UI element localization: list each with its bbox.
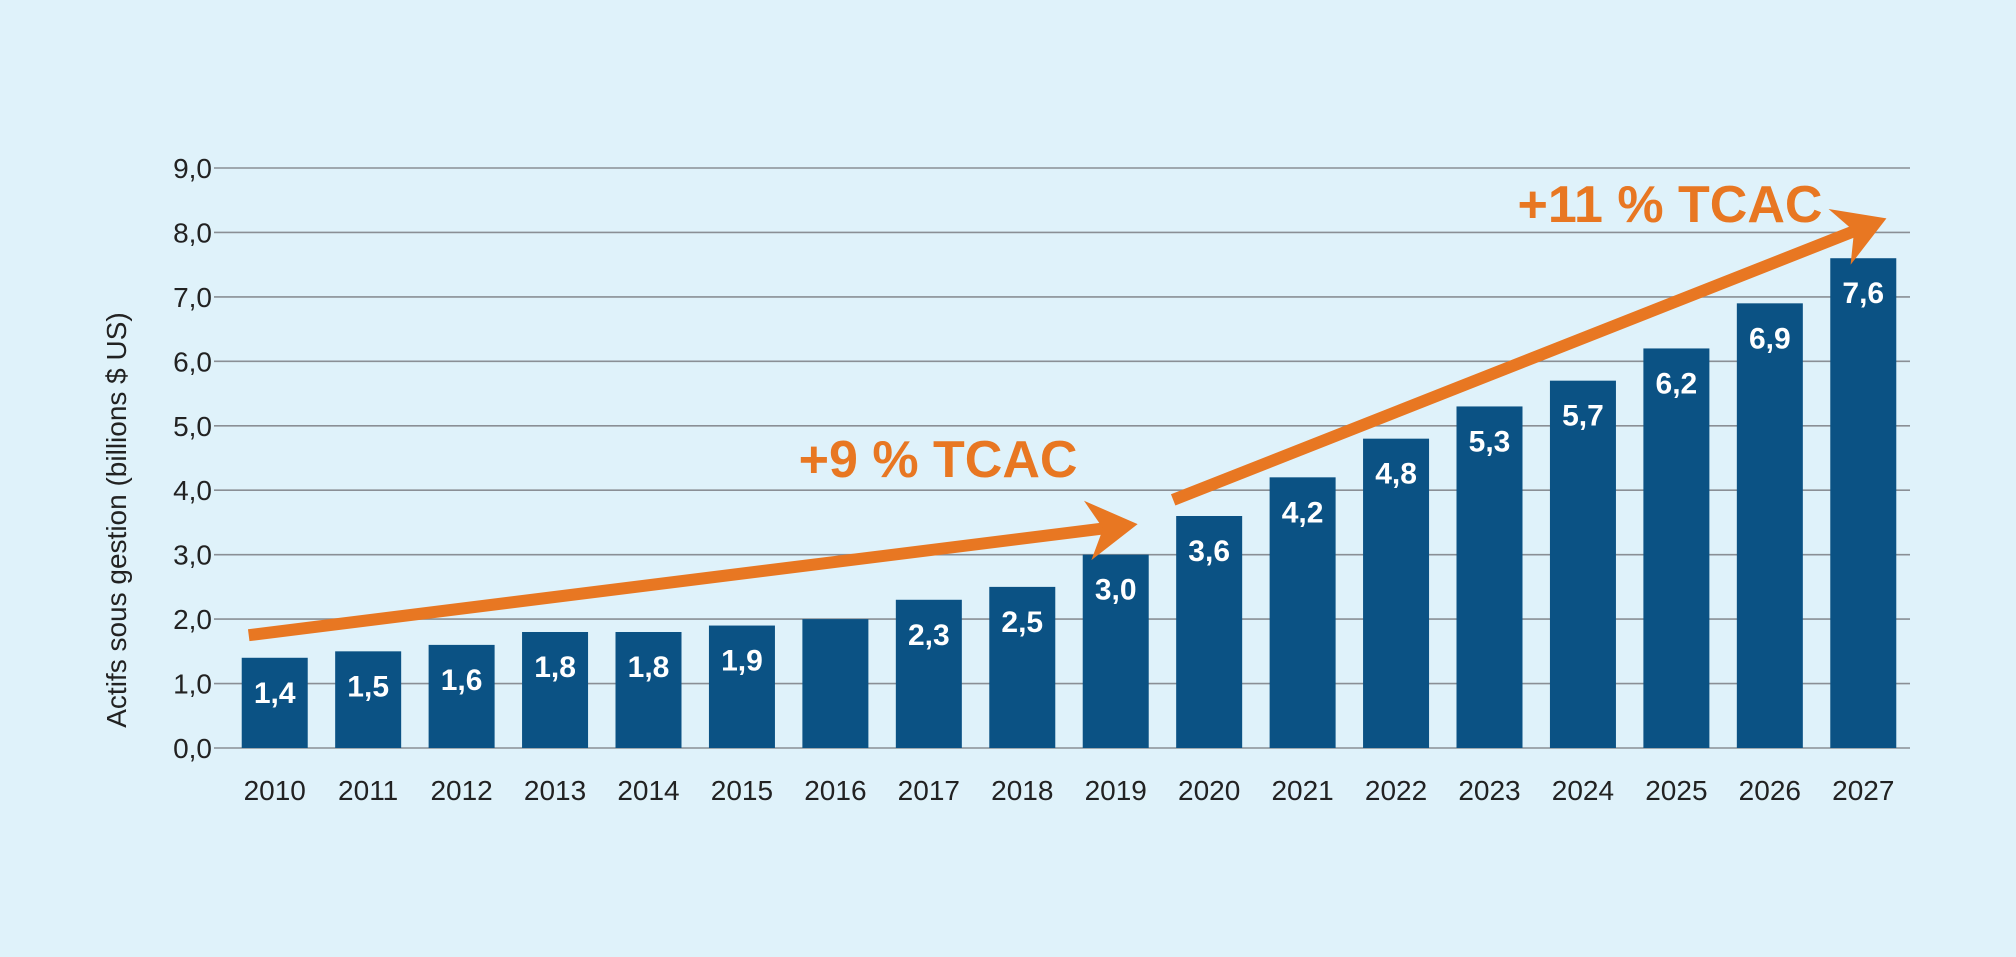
bar-value-label: 1,5 <box>347 670 389 703</box>
y-tick-label: 3,0 <box>173 540 212 571</box>
bar-value-label: 1,4 <box>254 677 296 710</box>
bar <box>522 632 589 748</box>
bar <box>615 632 682 748</box>
bar <box>1363 438 1430 748</box>
y-tick-label: 7,0 <box>173 282 212 313</box>
x-tick-label: 2026 <box>1739 775 1801 806</box>
bar-value-label: 4,2 <box>1282 496 1324 529</box>
x-axis-ticks: 2010 2011 2012 2013 2014 2015 2016 2017 2018 2019… <box>244 775 1895 806</box>
x-tick-label: 2021 <box>1271 775 1333 806</box>
x-tick-label: 2019 <box>1085 775 1147 806</box>
y-tick-label: 6,0 <box>173 346 212 377</box>
cagr-annotations: +9 % TCAC +11 % TCAC <box>247 176 1887 642</box>
data-labels: 1,4 1,5 1,6 1,8 1,8 1,9 2,3 2,5 3,0 3,6 4,2 4,8 5,3 5… <box>254 277 1884 710</box>
x-tick-label: 2016 <box>804 775 866 806</box>
bar-value-label: 3,0 <box>1095 574 1137 607</box>
bar <box>241 657 308 748</box>
x-tick-label: 2010 <box>244 775 306 806</box>
y-tick-label: 8,0 <box>173 217 212 248</box>
bar <box>1082 554 1149 748</box>
y-tick-label: 2,0 <box>173 604 212 635</box>
bar-value-label: 3,6 <box>1188 535 1230 568</box>
bar <box>708 625 775 748</box>
bar <box>802 619 869 748</box>
cagr-label: +11 % TCAC <box>1518 176 1823 234</box>
y-tick-label: 9,0 <box>173 153 212 184</box>
cagr-label: +9 % TCAC <box>799 431 1078 489</box>
bar-value-label: 2,5 <box>1001 606 1043 639</box>
x-tick-label: 2017 <box>898 775 960 806</box>
bars <box>241 258 1897 748</box>
x-tick-label: 2014 <box>617 775 679 806</box>
bar <box>428 644 495 748</box>
x-tick-label: 2024 <box>1552 775 1614 806</box>
x-tick-label: 2012 <box>430 775 492 806</box>
y-tick-label: 4,0 <box>173 475 212 506</box>
x-tick-label: 2018 <box>991 775 1053 806</box>
x-tick-label: 2023 <box>1458 775 1520 806</box>
bar <box>335 651 402 748</box>
y-tick-label: 1,0 <box>173 669 212 700</box>
x-tick-label: 2022 <box>1365 775 1427 806</box>
gridlines <box>214 167 1910 749</box>
bar <box>1176 516 1243 748</box>
cagr-arrow <box>247 500 1138 642</box>
bar-value-label: 1,8 <box>534 651 576 684</box>
x-tick-label: 2025 <box>1645 775 1707 806</box>
bar <box>895 599 962 748</box>
bar <box>1643 348 1710 748</box>
bar <box>1830 258 1897 748</box>
y-tick-label: 5,0 <box>173 411 212 442</box>
bar-value-label: 2,3 <box>908 619 950 652</box>
bar-value-label: 1,6 <box>441 664 483 697</box>
bar <box>989 586 1056 748</box>
bar <box>1549 380 1616 748</box>
bar <box>1736 303 1803 748</box>
x-tick-label: 2015 <box>711 775 773 806</box>
y-axis-ticks: 0,0 1,0 2,0 3,0 4,0 5,0 6,0 7,0 8,0 9,0 <box>173 153 212 764</box>
bar-value-label: 1,9 <box>721 645 763 678</box>
bar-value-label: 6,2 <box>1656 367 1698 400</box>
bar <box>1269 477 1336 748</box>
x-tick-label: 2020 <box>1178 775 1240 806</box>
bar <box>1456 406 1523 748</box>
cagr-arrow <box>1170 208 1887 506</box>
x-tick-label: 2013 <box>524 775 586 806</box>
bar-value-label: 5,7 <box>1562 400 1604 433</box>
bar-value-label: 1,8 <box>628 651 670 684</box>
bar-value-label: 5,3 <box>1469 425 1511 458</box>
x-tick-label: 2027 <box>1832 775 1894 806</box>
y-tick-label: 0,0 <box>173 733 212 764</box>
y-axis-title: Actifs sous gestion (billions $ US) <box>101 312 132 728</box>
bar-value-label: 7,6 <box>1842 277 1884 310</box>
bar-value-label: 4,8 <box>1375 458 1417 491</box>
bar-value-label: 6,9 <box>1749 322 1791 355</box>
x-tick-label: 2011 <box>338 775 398 806</box>
